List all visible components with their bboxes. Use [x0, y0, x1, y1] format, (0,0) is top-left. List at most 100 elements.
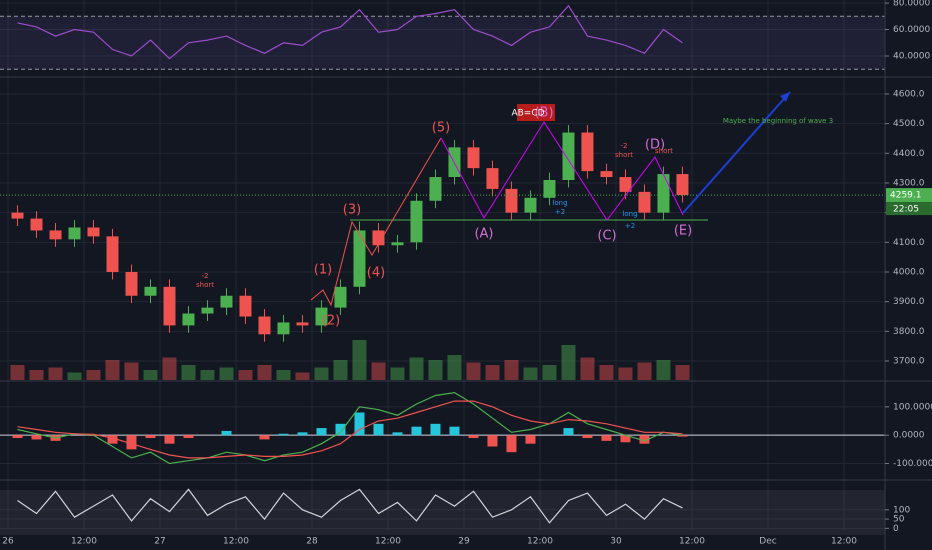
histogram-bar [259, 435, 270, 440]
y-tick-label: 60.0000 [893, 25, 930, 35]
volume-bar [314, 367, 329, 380]
candle-body [163, 286, 176, 326]
x-tick-label: 26 [2, 537, 14, 547]
histogram-bar [354, 412, 365, 436]
annotation: (5) [432, 121, 450, 136]
y-tick-label: 3900.0 [893, 297, 925, 307]
y-tick-label: 0 [893, 524, 899, 534]
histogram-bar [373, 423, 384, 436]
volume-bar [371, 362, 386, 380]
volume-bar [523, 367, 538, 380]
candle-body [144, 286, 157, 296]
x-tick-label: 12:00 [375, 537, 401, 547]
volume-bar [333, 360, 348, 380]
candle-body [277, 322, 290, 335]
histogram-bar [563, 428, 574, 436]
annotation: AB=CD [511, 109, 544, 119]
histogram-bar [31, 435, 42, 440]
histogram-bar [449, 426, 460, 436]
annotation: Maybe the beginning of wave 3 [723, 117, 833, 125]
annotation: short [615, 151, 633, 159]
histogram-bar [107, 435, 118, 444]
y-tick-label: 4600.0 [893, 89, 925, 99]
triangle-wave [440, 121, 684, 221]
y-tick-label: 4400.0 [893, 149, 925, 159]
x-tick-label: 29 [458, 537, 470, 547]
y-tick-label: 4000.0 [893, 267, 925, 277]
volume-bar [485, 365, 500, 380]
candle-body [125, 271, 138, 296]
annotation: (B) [534, 106, 553, 121]
annotation: -2 [202, 272, 209, 280]
candle-body [486, 168, 499, 189]
volume-bar [618, 367, 633, 380]
volume-bar [200, 370, 215, 380]
volume-bar [48, 367, 63, 380]
annotation: short [655, 147, 673, 155]
marks [0, 4, 885, 535]
volume-bar [10, 365, 25, 380]
candle-body [600, 171, 613, 178]
volume-bar [29, 370, 44, 380]
projection-arrow [682, 91, 791, 214]
candle-body [334, 286, 347, 308]
volume-bar [580, 357, 595, 380]
candle-body [30, 218, 43, 231]
histogram-bar [221, 430, 232, 436]
candle-body [619, 177, 632, 192]
x-tick-label: 12:00 [831, 537, 857, 547]
histogram-bar [430, 423, 441, 436]
candle-body [562, 132, 575, 180]
candle-body [505, 188, 518, 213]
candle-body [543, 180, 556, 198]
candle-body [68, 227, 81, 240]
histogram-bar [639, 435, 650, 444]
y-tick-label: 100.0000 [893, 402, 932, 412]
histogram-bar [506, 435, 517, 453]
histogram-bar [620, 435, 631, 443]
candle-body [467, 147, 480, 169]
volume-bar [561, 345, 576, 380]
annotation: (A) [474, 227, 493, 242]
candle-body [410, 200, 423, 243]
volume-bar [86, 370, 101, 380]
volume-bar [675, 365, 690, 380]
y-tick-label: 3800.0 [893, 327, 925, 337]
histogram-bar [12, 435, 23, 439]
volume-bar [276, 370, 291, 380]
histogram-bar [126, 435, 137, 450]
volume-bar [238, 370, 253, 380]
volume-bar [124, 362, 139, 380]
volume-bar [447, 355, 462, 380]
x-tick-label: 12:00 [679, 537, 705, 547]
annotation: +2 [625, 222, 635, 230]
volume-bar [295, 372, 310, 380]
x-tick-label: 12:00 [527, 537, 553, 547]
y-tick-label: -100.0000 [893, 459, 932, 469]
histogram-bar [278, 433, 289, 436]
annotation: (3) [343, 203, 361, 218]
countdown-box [886, 202, 932, 216]
candle-body [372, 230, 385, 246]
volume-bar [181, 365, 196, 380]
annotation: +2 [555, 208, 565, 216]
y-tick-label: 80.0000 [893, 0, 930, 9]
candle-body [258, 316, 271, 335]
volume-bar [428, 360, 443, 380]
candle-body [353, 230, 366, 287]
y-tick-label: 4500.0 [893, 119, 925, 129]
ab-cd-box [517, 104, 555, 121]
annotation: (1) [314, 263, 332, 278]
annotation: (E) [674, 224, 692, 239]
annotation: short [196, 281, 214, 289]
histogram-bar [316, 428, 327, 436]
volume-bar [105, 360, 120, 380]
candle-body [391, 242, 404, 246]
x-tick-label: 12:00 [71, 537, 97, 547]
line [17, 488, 683, 524]
line [17, 400, 683, 459]
y-tick-label: 4100.0 [893, 238, 925, 248]
candle-body [220, 295, 233, 308]
